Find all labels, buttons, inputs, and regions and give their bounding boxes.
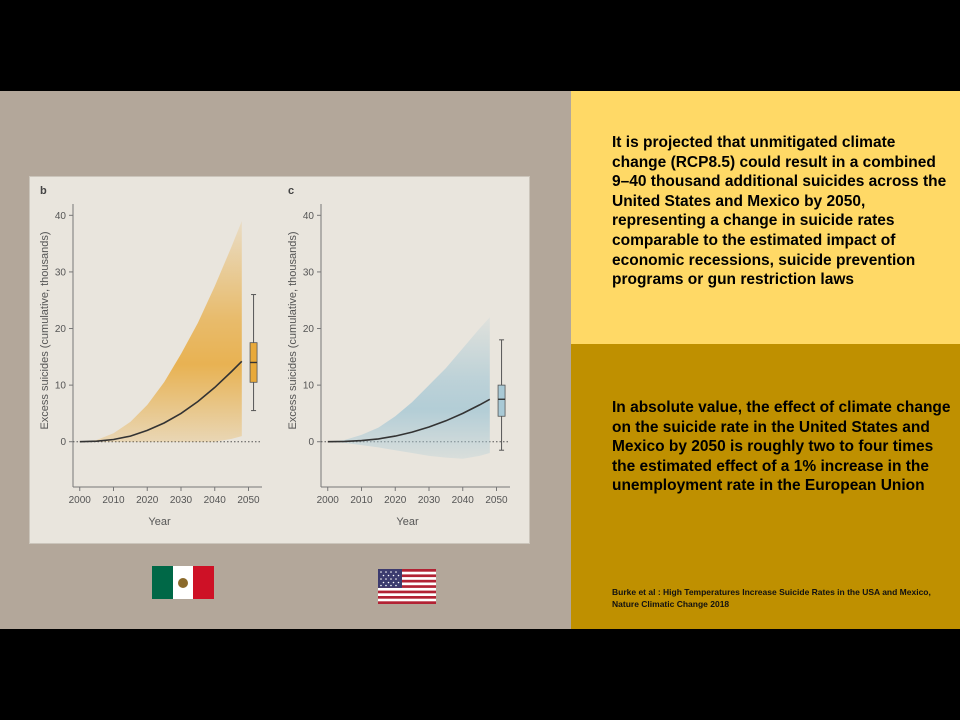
y-axis-label: Excess suicides (cumulative, thousands) bbox=[287, 231, 299, 429]
median-line bbox=[327, 398, 491, 443]
uncertainty-band bbox=[327, 317, 490, 459]
mexico-flag-white-stripe bbox=[172, 566, 194, 599]
x-axis-label: Year bbox=[148, 516, 171, 528]
y-tick-label: 30 bbox=[303, 267, 315, 278]
y-tick-label: 40 bbox=[303, 211, 315, 222]
mexico-emblem-icon bbox=[178, 577, 188, 588]
y-tick-label: 10 bbox=[55, 381, 67, 392]
x-tick-label: 2020 bbox=[384, 495, 407, 506]
figure-box: 0 10 20 30 40 2000 2010 2020 2030 2040 2050 Year Exc… bbox=[29, 176, 530, 544]
x-tick-label: 2000 bbox=[69, 495, 92, 506]
y-tick-label: 20 bbox=[55, 324, 67, 335]
x-tick-label: 2030 bbox=[170, 495, 193, 506]
comparison-text: In absolute value, the effect of climate… bbox=[612, 399, 951, 495]
x-tick-label: 2020 bbox=[136, 495, 159, 506]
x-tick-label: 2030 bbox=[418, 495, 441, 506]
top-black-band bbox=[0, 0, 960, 91]
x-tick-label: 2040 bbox=[204, 495, 227, 506]
panel-label-b: b bbox=[40, 185, 47, 197]
comparison-panel bbox=[571, 344, 960, 629]
x-tick-label: 2050 bbox=[485, 495, 508, 506]
usa-flag-icon bbox=[378, 569, 436, 604]
y-tick-label: 40 bbox=[55, 211, 67, 222]
boxplot-box bbox=[497, 384, 506, 417]
y-tick-label: 0 bbox=[308, 437, 314, 448]
x-tick-label: 2010 bbox=[350, 495, 373, 506]
mexico-flag-green-stripe bbox=[152, 566, 173, 599]
y-tick-label: 30 bbox=[55, 267, 67, 278]
y-tick-label: 10 bbox=[303, 381, 315, 392]
projection-panel bbox=[571, 91, 960, 344]
median-line bbox=[79, 360, 243, 443]
panel-label-c: c bbox=[288, 185, 294, 197]
x-tick-label: 2050 bbox=[237, 495, 260, 506]
x-tick-label: 2000 bbox=[317, 495, 340, 506]
uncertainty-band bbox=[79, 221, 242, 442]
mexico-flag-icon bbox=[152, 566, 215, 599]
y-axis-label: Excess suicides (cumulative, thousands) bbox=[39, 231, 51, 429]
bottom-black-band bbox=[0, 629, 960, 720]
x-axis-label: Year bbox=[396, 516, 419, 528]
y-tick-label: 20 bbox=[303, 324, 315, 335]
projection-text: It is projected that unmitigated climate… bbox=[612, 134, 947, 289]
mexico-flag-red-stripe bbox=[193, 566, 215, 599]
y-tick-label: 0 bbox=[60, 437, 66, 448]
x-tick-label: 2040 bbox=[452, 495, 475, 506]
citation-text: Burke et al : High Temperatures Increase… bbox=[612, 587, 931, 609]
x-tick-label: 2010 bbox=[102, 495, 125, 506]
